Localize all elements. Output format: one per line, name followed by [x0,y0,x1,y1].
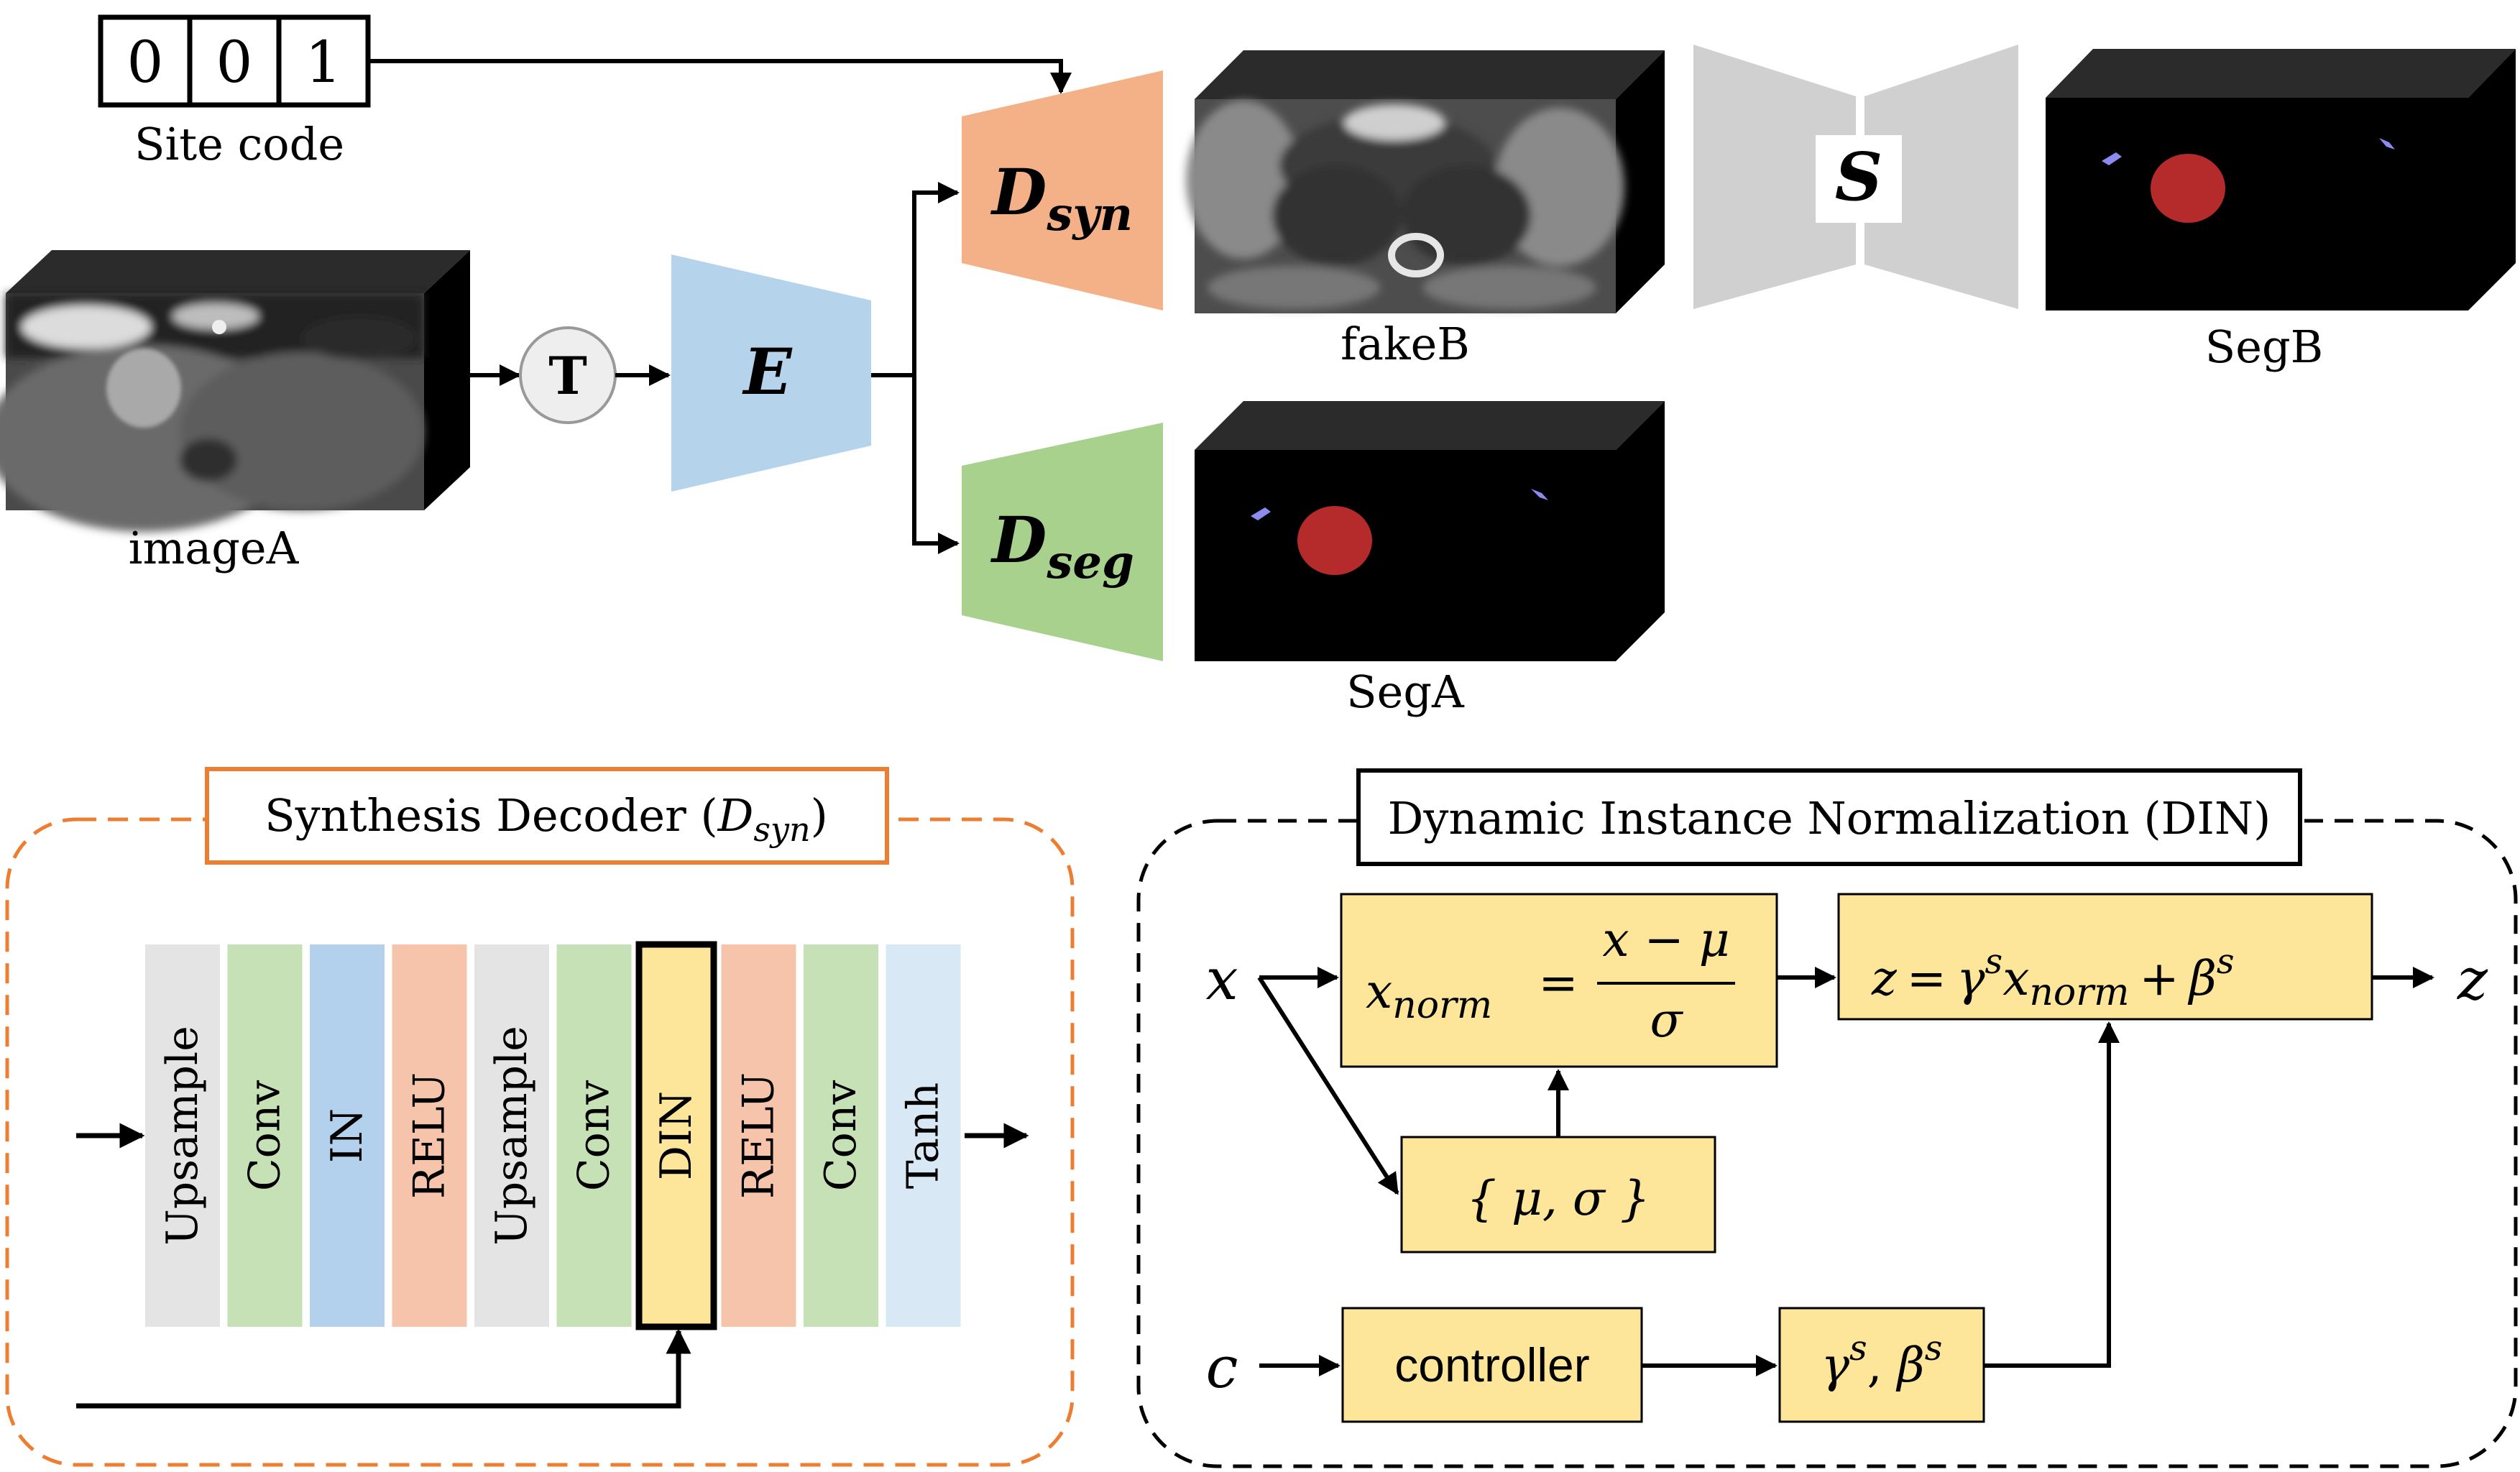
transform-label: T [548,345,587,406]
svg-text:γs, βs: γs, βs [1821,1328,1943,1393]
controller-box [1341,1307,1643,1423]
segB-volume: SegB [2046,49,2516,373]
transform-node: T [519,326,617,424]
din-input-c: c [1206,1334,1238,1401]
layer-relu-4 [392,944,467,1327]
layer-stack: Upsample Conv IN RELU Upsample Conv DIN RELU Con… [145,941,961,1330]
segmenter-label: S [1835,138,1882,216]
stats-box [1400,1136,1716,1254]
affine-box [1837,893,2373,1021]
dseg-main-label: D [990,502,1047,577]
layer-din-7 [635,941,717,1330]
site-code-digit-2: 0 [216,29,253,96]
site-code-label: Site code [134,118,344,170]
dsyn-main-label: D [990,155,1047,229]
segA-cochlea-left [1251,507,1271,520]
dseg-sub-label: seg [1046,535,1134,589]
segmenter-block: S [1693,45,2018,309]
synthesis-decoder-panel: Synthesis Decoder (Dsyn) Upsample Conv IN R… [5,767,1075,1467]
segB-label: SegB [2205,321,2323,373]
fakeB-label: fakeB [1341,318,1470,370]
layer-tanh-10 [886,944,961,1327]
controller-label: controller [1394,1338,1589,1392]
layer-label-5: Upsample [487,1026,537,1246]
layer-relu-8 [721,944,796,1327]
layer-label-8: RELU [734,1072,784,1199]
segmentation-decoder-block: Dseg [962,423,1163,661]
din-output-z: z [2457,946,2488,1013]
svg-text:xnorm: xnorm [1366,964,1492,1027]
layer-label-10: Tanh [898,1082,949,1189]
layer-conv-2 [227,944,303,1327]
din-panel-title: Dynamic Instance Normalization (DIN) [1388,792,2271,845]
params-box [1778,1307,1985,1423]
svg-text:Dseg: Dseg [990,502,1134,589]
site-code: 0 0 1 Site code [98,14,371,170]
layer-label-7: DIN [651,1091,702,1180]
svg-text:Dsyn: Dsyn [990,155,1133,242]
fakeB-volume: fakeB [1186,50,1665,370]
encoder-block: E [671,254,871,492]
imageA-label: imageA [129,522,300,574]
layer-conv-9 [804,944,878,1327]
imageA-volume: imageA [0,250,470,574]
layer-label-9: Conv [816,1080,866,1192]
segB-cochlea-right [2379,138,2395,150]
segA-volume: SegA [1195,401,1665,718]
layer-label-4: RELU [405,1072,455,1199]
din-panel: Dynamic Instance Normalization (DIN) x c… [1136,768,2518,1468]
svg-text:=: = [1538,955,1578,1011]
svg-text:σ: σ [1650,993,1683,1048]
layer-label-3: IN [322,1108,372,1163]
layer-upsample-1 [145,944,220,1327]
layer-conv-6 [556,944,632,1327]
dsyn-sub-label: syn [1046,188,1133,242]
site-code-digit-1: 0 [127,29,164,96]
svg-text:x − μ: x − μ [1602,912,1729,967]
site-code-digit-3: 1 [305,29,342,96]
layer-in-3 [310,944,385,1327]
stats-label: { μ, σ } [1466,1171,1650,1226]
encoder-label: E [741,334,793,409]
imageA-tumor [106,349,181,428]
svg-text:z=γsxnorm+βs: z = γsxnorm + βs [1871,942,2235,1014]
din-input-x: x [1205,946,1238,1013]
layer-label-6: Conv [569,1080,620,1192]
layer-upsample-5 [474,944,549,1327]
segB-tumor [2151,154,2225,223]
segA-cochlea-right [1531,489,1548,500]
synthesis-panel-title: Synthesis Decoder (Dsyn) [265,789,828,849]
segA-tumor [1297,506,1372,575]
site-code-arrow [368,59,1072,94]
norm-box [1340,893,1778,1068]
segB-cochlea-left [2102,152,2122,165]
layer-label-2: Conv [240,1080,290,1192]
segA-label: SegA [1346,666,1465,718]
synthesis-decoder-block: Dsyn [962,70,1163,310]
layer-label-1: Upsample [157,1026,208,1246]
